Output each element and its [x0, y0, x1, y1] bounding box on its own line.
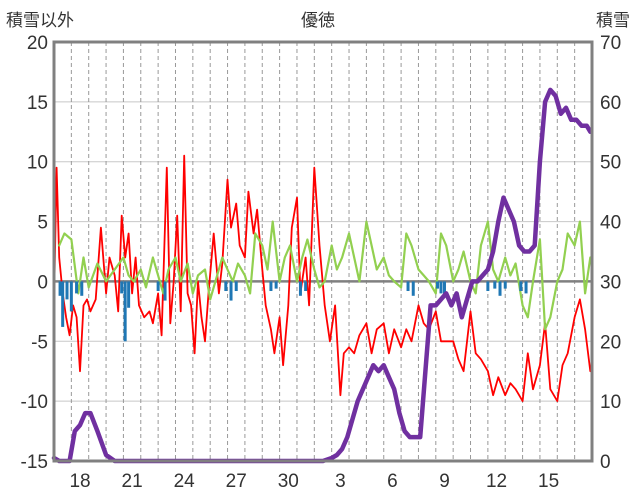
left-axis-ticks: 20 15 10 5 0 -5 -10 -15	[21, 33, 48, 473]
bar	[58, 281, 62, 296]
x-tick-label: 30	[278, 471, 299, 492]
plot-frame	[52, 40, 594, 463]
left-tick-label: 0	[37, 272, 48, 293]
bar	[498, 281, 502, 296]
plot-area	[51, 87, 593, 464]
x-tick-label: 21	[122, 471, 143, 492]
bar	[493, 281, 497, 289]
bar	[503, 281, 507, 289]
right-tick-label: 60	[600, 93, 621, 114]
bar	[229, 281, 233, 301]
bar	[80, 281, 84, 296]
left-tick-label: -10	[21, 392, 48, 413]
bar	[519, 281, 523, 292]
bar	[75, 281, 79, 294]
right-tick-label: 30	[600, 272, 621, 293]
bar	[269, 281, 273, 292]
bar	[234, 281, 238, 292]
left-tick-label: 20	[27, 33, 48, 54]
bar	[156, 281, 160, 292]
bar	[304, 281, 308, 292]
bar	[123, 281, 127, 342]
left-tick-label: 10	[27, 153, 48, 174]
right-tick-label: 50	[600, 153, 621, 174]
x-tick-label: 15	[538, 471, 559, 492]
right-tick-label: 70	[600, 33, 621, 54]
x-tick-label: 9	[439, 471, 450, 492]
right-axis-ticks: 70 60 50 40 30 20 10 0	[600, 33, 621, 473]
x-tick-label: 12	[486, 471, 507, 492]
left-tick-label: -15	[21, 452, 48, 473]
left-tick-label: 15	[27, 93, 48, 114]
left-tick-label: 5	[37, 213, 48, 234]
bar	[65, 281, 69, 300]
bar	[524, 281, 528, 294]
x-tick-label: 18	[69, 471, 90, 492]
bar	[439, 281, 443, 294]
x-tick-label: 24	[174, 471, 196, 492]
right-axis-title: 積雪	[596, 11, 630, 31]
bar	[442, 281, 446, 296]
series-line-1	[58, 220, 592, 331]
bar	[61, 281, 65, 327]
bar	[411, 281, 415, 296]
bar	[163, 281, 167, 301]
bar	[436, 281, 440, 289]
bar	[127, 281, 131, 308]
left-tick-label: -5	[31, 332, 48, 353]
bar	[406, 281, 410, 292]
x-axis-ticks: 18 21 24 27 30 3 6 9 12 15	[69, 471, 559, 492]
bar	[69, 281, 73, 312]
x-tick-label: 6	[387, 471, 398, 492]
series-line-0	[53, 154, 592, 403]
right-tick-label: 10	[600, 392, 621, 413]
bar	[274, 281, 278, 289]
left-axis-title: 積雪以外	[6, 11, 74, 31]
right-tick-label: 0	[600, 452, 611, 473]
bar-series	[58, 281, 528, 342]
x-tick-label: 3	[335, 471, 346, 492]
bar	[120, 281, 124, 294]
right-tick-label: 20	[600, 332, 621, 353]
bar	[224, 281, 228, 292]
chart-title: 優徳	[301, 11, 335, 31]
bar	[298, 281, 302, 296]
x-tick-label: 27	[226, 471, 247, 492]
right-tick-label: 40	[600, 213, 621, 234]
bar	[486, 281, 490, 292]
grid	[54, 41, 592, 462]
